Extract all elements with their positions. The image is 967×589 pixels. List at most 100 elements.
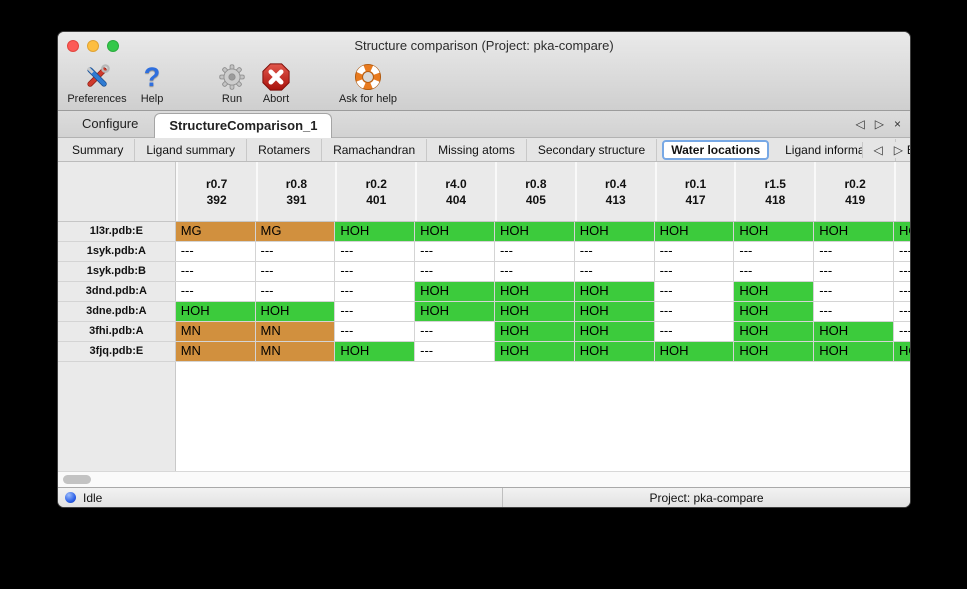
cell[interactable]: MG xyxy=(255,222,336,241)
row-header[interactable]: 3dnd.pdb:A xyxy=(58,282,176,301)
cell[interactable]: HOH xyxy=(255,302,336,321)
cell[interactable]: HOH xyxy=(574,322,655,341)
cell[interactable]: --- xyxy=(894,302,910,321)
cell[interactable]: MN xyxy=(175,342,256,361)
cell[interactable]: --- xyxy=(494,262,575,281)
subtab-rotamers[interactable]: Rotamers xyxy=(247,138,323,161)
column-header[interactable]: r0.1 417 xyxy=(654,162,735,221)
zoom-window-button[interactable] xyxy=(107,40,119,52)
cell[interactable]: --- xyxy=(894,242,910,261)
close-window-button[interactable] xyxy=(67,40,79,52)
column-header[interactable]: r0.8 391 xyxy=(255,162,336,221)
cell[interactable]: HOH xyxy=(335,342,416,361)
subtab-summary[interactable]: Summary xyxy=(61,138,136,161)
cell[interactable]: --- xyxy=(654,322,735,341)
cell[interactable]: --- xyxy=(654,302,735,321)
cell[interactable]: HOH xyxy=(574,302,655,321)
horizontal-scrollbar[interactable] xyxy=(58,471,910,487)
cell[interactable]: --- xyxy=(175,282,256,301)
cell[interactable]: --- xyxy=(814,242,895,261)
cell[interactable]: HOH xyxy=(734,282,815,301)
close-tab-icon[interactable]: × xyxy=(893,117,901,131)
cell[interactable]: HOH xyxy=(415,302,495,321)
cell[interactable]: --- xyxy=(255,282,336,301)
cell[interactable]: HOH xyxy=(494,282,575,301)
cell[interactable]: HOH xyxy=(734,222,815,241)
cell[interactable]: HOH xyxy=(814,322,895,341)
cell[interactable]: HOH xyxy=(574,342,655,361)
tab-structurecomparison-1[interactable]: StructureComparison_1 xyxy=(154,113,333,138)
cell[interactable]: --- xyxy=(894,282,910,301)
row-header[interactable]: 1syk.pdb:B xyxy=(58,262,176,281)
cell[interactable]: --- xyxy=(814,262,895,281)
row-header[interactable]: 1l3r.pdb:E xyxy=(58,222,176,241)
subtab-ligand-summary[interactable]: Ligand summary xyxy=(135,138,248,161)
cell[interactable]: --- xyxy=(574,262,655,281)
cell[interactable]: --- xyxy=(335,282,416,301)
next-subtab-arrow-icon[interactable]: ▷ xyxy=(893,142,903,157)
ask-for-help-button[interactable]: Ask for help xyxy=(326,61,410,105)
cell[interactable]: HOH xyxy=(654,342,735,361)
cell[interactable]: HOH xyxy=(734,302,815,321)
cell[interactable]: --- xyxy=(175,242,256,261)
cell[interactable]: --- xyxy=(574,242,655,261)
subtab-ramachandran[interactable]: Ramachandran xyxy=(322,138,428,161)
cell[interactable]: HOH xyxy=(335,222,416,241)
row-header[interactable]: 3fjq.pdb:E xyxy=(58,342,176,361)
cell[interactable]: HOH xyxy=(734,322,815,341)
cell[interactable]: MN xyxy=(255,342,336,361)
cell[interactable]: HOH xyxy=(894,222,910,241)
cell[interactable]: --- xyxy=(734,242,815,261)
column-header[interactable]: r0.4 413 xyxy=(574,162,655,221)
help-button[interactable]: ? Help xyxy=(132,61,172,105)
cell[interactable]: --- xyxy=(415,342,495,361)
cell[interactable]: --- xyxy=(734,262,815,281)
cell[interactable]: --- xyxy=(335,302,416,321)
cell[interactable]: --- xyxy=(175,262,256,281)
tab-configure[interactable]: Configure xyxy=(82,116,139,131)
cell[interactable]: HOH xyxy=(734,342,815,361)
row-header[interactable]: 3dne.pdb:A xyxy=(58,302,176,321)
cell[interactable]: --- xyxy=(255,242,336,261)
cell[interactable]: --- xyxy=(494,242,575,261)
cell[interactable]: HOH xyxy=(814,342,895,361)
cell[interactable]: MN xyxy=(175,322,256,341)
next-tab-arrow-icon[interactable]: ▷ xyxy=(874,117,884,131)
subtab-b-factors[interactable]: B-factors xyxy=(896,139,910,161)
cell[interactable]: --- xyxy=(255,262,336,281)
cell[interactable]: --- xyxy=(335,242,416,261)
cell[interactable]: HOH xyxy=(574,222,655,241)
cell[interactable]: --- xyxy=(654,262,735,281)
subtab-missing-atoms[interactable]: Missing atoms xyxy=(427,138,527,161)
cell[interactable]: HOH xyxy=(494,302,575,321)
column-header[interactable] xyxy=(894,162,910,221)
cell[interactable]: MG xyxy=(175,222,256,241)
cell[interactable]: --- xyxy=(415,242,495,261)
cell[interactable]: --- xyxy=(415,262,495,281)
run-button[interactable]: Run xyxy=(210,61,254,105)
cell[interactable]: --- xyxy=(814,302,895,321)
cell[interactable]: HOH xyxy=(494,222,575,241)
cell[interactable]: HOH xyxy=(574,282,655,301)
prev-tab-arrow-icon[interactable]: ◁ xyxy=(855,117,865,131)
cell[interactable]: --- xyxy=(415,322,495,341)
preferences-button[interactable]: Preferences xyxy=(62,61,132,105)
cell[interactable]: HOH xyxy=(415,282,495,301)
cell[interactable]: --- xyxy=(894,322,910,341)
cell[interactable]: --- xyxy=(335,262,416,281)
cell[interactable]: --- xyxy=(814,282,895,301)
cell[interactable]: HOH xyxy=(494,342,575,361)
cell[interactable]: HOH xyxy=(415,222,495,241)
column-header[interactable]: r0.8 405 xyxy=(494,162,575,221)
column-header[interactable]: r0.2 419 xyxy=(814,162,895,221)
cell[interactable]: --- xyxy=(654,282,735,301)
row-header[interactable]: 1syk.pdb:A xyxy=(58,242,176,261)
cell[interactable]: MN xyxy=(255,322,336,341)
cell[interactable]: --- xyxy=(654,242,735,261)
column-header[interactable]: r0.2 401 xyxy=(335,162,416,221)
column-header[interactable]: r1.5 418 xyxy=(734,162,815,221)
column-header[interactable]: r0.7 392 xyxy=(175,162,256,221)
minimize-window-button[interactable] xyxy=(87,40,99,52)
subtab-secondary-structure[interactable]: Secondary structure xyxy=(527,138,658,161)
abort-button[interactable]: Abort xyxy=(254,61,298,105)
